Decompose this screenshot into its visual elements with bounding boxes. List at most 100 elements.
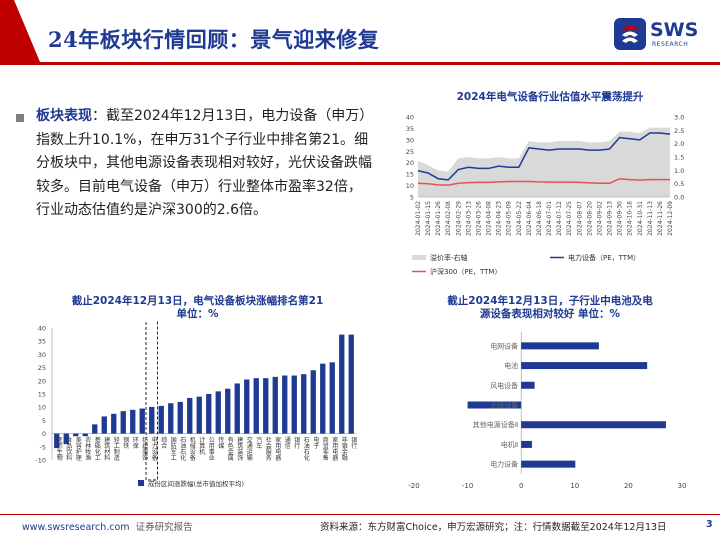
footer-site-link[interactable]: www.swsresearch.com: [22, 522, 130, 533]
chart1-title: 2024年电气设备行业估值水平震荡提升: [456, 91, 644, 103]
category-label: 建筑装饰: [236, 436, 243, 462]
bar: [521, 381, 535, 389]
bar: [101, 416, 107, 434]
x-tick-label: 2024-09-02: [596, 201, 603, 236]
y-left-tick-label: 5: [410, 194, 414, 202]
header-red-ribbon: [0, 0, 40, 62]
category-label: 有色金属: [226, 436, 233, 462]
y-tick-label: -5: [40, 443, 46, 451]
x-tick-label: 2024-02-08: [445, 201, 452, 236]
bar: [54, 433, 60, 449]
y-left-tick-label: 25: [406, 148, 414, 156]
y-right-tick-label: 0.0: [674, 194, 684, 202]
legend-swatch: [412, 255, 426, 260]
category-label: 综合: [160, 436, 167, 450]
page-number: 3: [706, 519, 713, 530]
bar: [467, 401, 522, 409]
bar: [187, 397, 193, 434]
series-power-equipment-line: [417, 132, 671, 181]
bar: [225, 388, 231, 434]
category-label: 美容护理: [74, 436, 81, 461]
x-tick-label: 30: [678, 482, 687, 490]
bullet-square-icon: [16, 114, 24, 122]
category-label: 商贸零售: [321, 436, 328, 462]
x-tick-label: 2024-06-18: [536, 201, 543, 236]
bar: [272, 376, 278, 434]
category-label: 社会服务: [264, 436, 271, 462]
category-label: 非银金融: [340, 436, 347, 462]
x-tick-label: 2024-11-13: [647, 201, 654, 236]
y-right-tick-label: 3.0: [674, 114, 684, 122]
x-tick-label: 2024-10-18: [627, 201, 634, 236]
industry-ranking-bar-chart: -10 -5 0 5 10 15 20 25 30 35 40 医药生物 食品饮料 美容护理 农林牧渔 基础化…: [35, 320, 357, 488]
bar: [120, 411, 126, 434]
bar: [263, 378, 269, 434]
x-tick-label: 2024-09-30: [617, 201, 624, 236]
bar: [111, 413, 117, 434]
bar: [253, 378, 259, 434]
x-tick-label: 2024-01-02: [415, 201, 422, 236]
category-label: 风电设备: [490, 381, 518, 390]
category-label: 银行: [350, 436, 357, 450]
y-tick-label: 40: [38, 325, 46, 333]
y-tick-label: 25: [38, 364, 46, 372]
bar: [196, 396, 202, 434]
bar: [291, 375, 297, 434]
category-label: 电池: [504, 361, 518, 370]
category-label: 公用事业: [207, 437, 214, 461]
footer-divider: [0, 514, 720, 515]
logo-text: SWS: [650, 19, 699, 41]
category-label: 传媒: [217, 436, 224, 450]
x-tick-label: 2024-03-13: [465, 201, 472, 236]
y-left-tick-label: 15: [406, 171, 414, 179]
y-tick-label: 5: [42, 417, 46, 425]
category-label: 轻工制造: [112, 436, 119, 462]
y-left-tick-label: 40: [406, 114, 414, 122]
footer-source: 资料来源：东方财富Choice，申万宏源研究；注：行情数据截至2024年12月1…: [320, 522, 667, 533]
footer-label: 证券研究报告: [135, 522, 193, 533]
x-tick-label: 2024-05-09: [506, 201, 513, 236]
series-csi300-line: [417, 177, 670, 186]
summary-text: ：截至2024年12月13日，电力设备（申万）指数上升10.1%，在申万31个子…: [36, 108, 372, 218]
bar: [244, 379, 250, 434]
series-premium-area: [418, 127, 670, 197]
category-label: 汽车: [255, 436, 262, 450]
category-label: 纺织服饰: [141, 436, 148, 462]
legend-label: 沪深300（PE，TTM）: [430, 267, 501, 276]
footer-left: www.swsresearch.com 证券研究报告: [22, 519, 193, 533]
bar: [92, 424, 98, 434]
y-right-tick-label: 1.5: [674, 154, 684, 162]
x-tick-label: 2024-10-31: [637, 201, 644, 236]
bar: [215, 391, 221, 434]
category-label: 电机Ⅱ: [501, 440, 518, 449]
y-tick-label: 30: [38, 351, 46, 359]
category-label: 电网设备: [490, 341, 518, 350]
category-label: 银行: [293, 436, 300, 450]
x-tick-label: 2024-12-09: [667, 201, 674, 236]
x-tick-label: 10: [570, 482, 579, 490]
y-right-tick-label: 1.0: [674, 167, 684, 175]
bar: [301, 374, 307, 434]
summary-paragraph: 板块表现：截至2024年12月13日，电力设备（申万）指数上升10.1%，在申万…: [36, 105, 372, 223]
y-tick-label: 35: [38, 338, 46, 346]
bar: [521, 362, 648, 370]
x-tick-label: 2024-08-07: [576, 201, 583, 236]
bar: [177, 401, 183, 434]
bar: [521, 440, 532, 448]
bar: [521, 421, 666, 429]
bar: [139, 408, 145, 434]
y-left-tick-label: 35: [406, 125, 414, 133]
bar: [206, 394, 212, 434]
x-tick-label: 0: [519, 482, 523, 490]
x-tick-label: 2024-01-15: [425, 201, 432, 236]
category-label: 农林牧渔: [84, 436, 91, 462]
valuation-line-chart: 5 10 15 20 25 30 35 40 0.0 0.5 1.0 1.5 2.0 2.5 3.0 2024…: [406, 114, 685, 277]
bar: [348, 334, 354, 434]
category-label: 家用电器: [274, 436, 281, 462]
sws-logo-icon: [614, 18, 646, 50]
x-tick-label: 2024-07-01: [546, 201, 553, 236]
highlight-box: [145, 320, 158, 481]
x-tick-label: 2024-06-04: [526, 201, 533, 236]
legend-label: 电力设备（PE，TTM）: [568, 253, 640, 262]
category-label: 电子: [312, 436, 319, 449]
